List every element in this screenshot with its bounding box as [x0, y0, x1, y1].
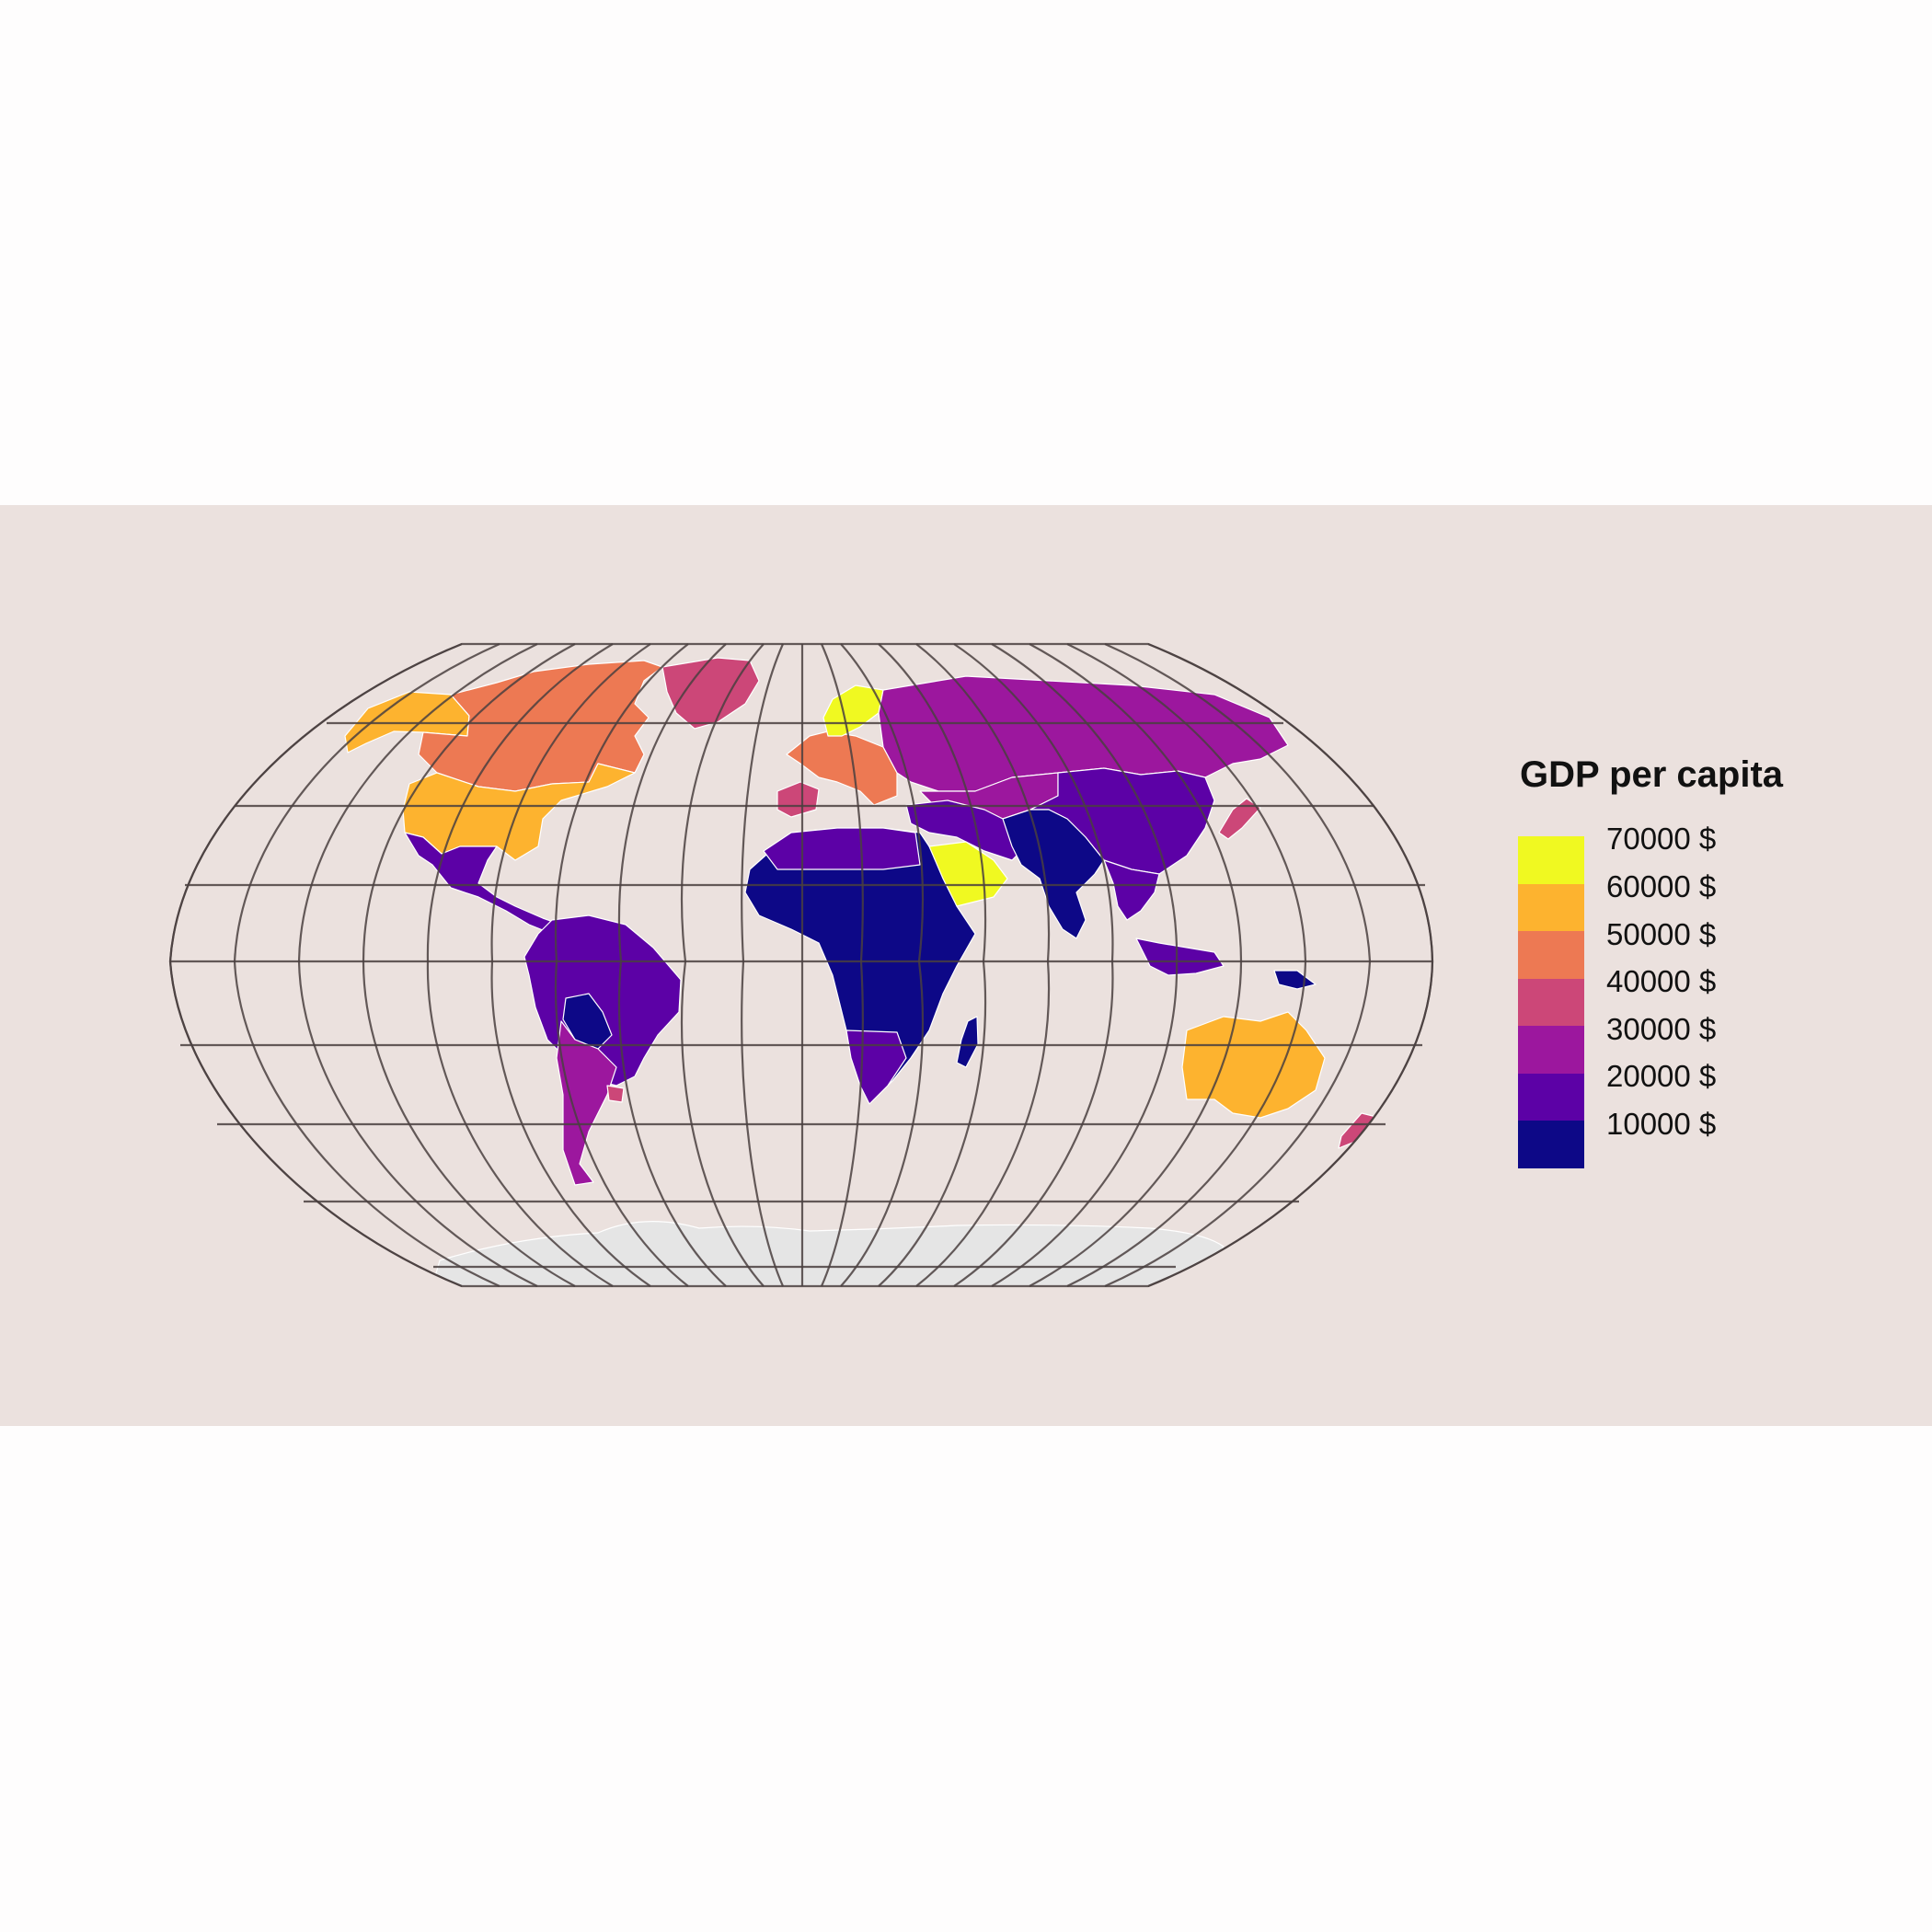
region-indonesia [1135, 937, 1225, 976]
graticule-lines [168, 642, 1434, 1288]
world-map [168, 642, 1434, 1288]
legend-label: 20000 $ [1606, 1059, 1717, 1093]
legend-label: 30000 $ [1606, 1012, 1717, 1046]
legend-swatch [1518, 931, 1584, 979]
region-antarctica [431, 1221, 1225, 1286]
legend-label: 70000 $ [1606, 822, 1717, 856]
legend-swatch [1518, 1121, 1584, 1168]
region-bolivia [562, 993, 613, 1050]
region-australia [1181, 1011, 1326, 1119]
legend-swatch [1518, 1073, 1584, 1121]
region-papua-new-guinea [1273, 970, 1317, 990]
legend-label: 40000 $ [1606, 964, 1717, 998]
region-iberia [776, 781, 820, 818]
region-north-africa [763, 827, 921, 870]
legend-swatch [1518, 1026, 1584, 1074]
legend-swatch [1518, 883, 1584, 931]
legend-body: 70000 $ 60000 $ 50000 $ 40000 $ 30000 $ … [1518, 822, 1886, 1177]
legend-label: 60000 $ [1606, 869, 1717, 903]
legend-label: 50000 $ [1606, 917, 1717, 951]
legend-swatch [1518, 978, 1584, 1026]
region-greenland [661, 657, 760, 730]
region-uruguay [606, 1085, 625, 1103]
legend-label: 10000 $ [1606, 1107, 1717, 1141]
region-mexico-central-america [404, 832, 562, 935]
region-arabian-peninsula [928, 841, 1008, 907]
region-chile-argentina [556, 1020, 617, 1186]
legend-swatch [1518, 836, 1584, 884]
region-japan-korea [1218, 798, 1261, 840]
legend-color-ramp [1518, 836, 1584, 1168]
legend: GDP per capita 70000 $ 60000 $ 50000 $ 4… [1518, 754, 1886, 1177]
region-southeast-asia [1103, 859, 1160, 921]
region-madagascar [956, 1016, 979, 1068]
region-south-asia [1002, 809, 1105, 939]
legend-title: GDP per capita [1520, 754, 1784, 795]
region-southern-africa [845, 1029, 907, 1105]
